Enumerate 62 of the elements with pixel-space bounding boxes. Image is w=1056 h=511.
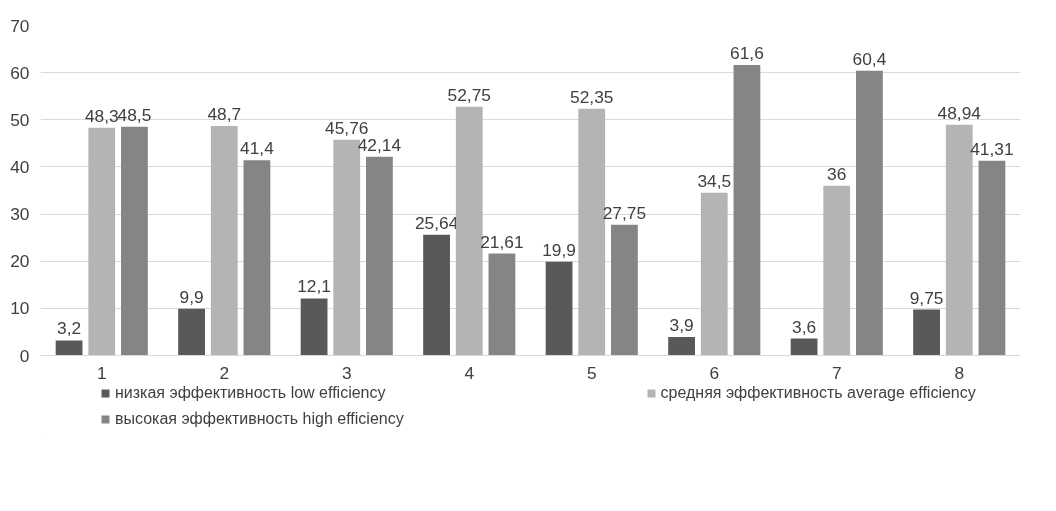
bar (700, 192, 728, 356)
data-label: 36 (827, 163, 847, 184)
y-tick-label: 70 (10, 15, 30, 36)
data-label: 48,7 (207, 103, 242, 124)
data-label: 21,61 (480, 231, 524, 252)
bar (55, 340, 83, 356)
data-label: 25,64 (414, 212, 459, 233)
legend-label: низкая эффективность low efficiency (115, 385, 386, 402)
data-label: 61,6 (730, 43, 764, 64)
bar (455, 106, 483, 356)
bar (668, 337, 695, 356)
x-tick-label: 6 (709, 362, 720, 383)
data-label: 48,3 (84, 105, 119, 126)
bar (366, 156, 393, 356)
x-tick-label: 5 (586, 362, 597, 383)
data-label: 3,6 (792, 316, 817, 337)
y-tick-label: 30 (10, 204, 30, 225)
bar (88, 127, 116, 356)
data-label: 34,5 (697, 170, 732, 191)
x-tick-label: 1 (96, 362, 107, 383)
x-tick-label: 8 (954, 362, 965, 383)
bar (611, 224, 638, 356)
bar (913, 309, 940, 356)
data-label: 41,4 (240, 138, 275, 159)
bar (856, 70, 883, 356)
bar (488, 253, 516, 356)
x-tick-label: 7 (831, 362, 842, 383)
data-label: 52,35 (570, 86, 614, 107)
data-label: 48,5 (117, 104, 152, 125)
data-label: 52,75 (447, 84, 491, 105)
y-tick-label: 20 (10, 251, 30, 272)
x-tick-label: 4 (464, 362, 475, 383)
legend-label: высокая эффективность high efficiency (115, 410, 404, 428)
data-label: 9,75 (909, 287, 944, 308)
y-tick-label: 0 (19, 345, 30, 366)
data-label: 48,94 (937, 102, 982, 123)
bar (733, 65, 761, 356)
x-tick-label: 3 (341, 362, 352, 383)
data-label: 41,31 (970, 138, 1014, 159)
data-label: 60,4 (852, 48, 887, 69)
bar (790, 338, 818, 356)
bar (978, 160, 1006, 356)
y-tick-label: 60 (10, 62, 30, 83)
data-label: 3,9 (669, 315, 694, 336)
legend-label: средняя эффективность average efficiency (660, 385, 976, 402)
data-label: 27,75 (602, 202, 647, 223)
y-tick-label: 50 (10, 109, 30, 130)
data-label: 3,2 (57, 318, 82, 339)
bar (121, 126, 148, 356)
bar (300, 298, 328, 356)
bar (423, 234, 450, 356)
x-tick-label: 2 (219, 362, 230, 383)
bar (178, 308, 205, 356)
y-tick-label: 40 (10, 156, 30, 177)
bar (243, 160, 271, 356)
data-label: 9,9 (179, 286, 204, 307)
bar (823, 185, 851, 356)
bar (545, 261, 573, 356)
bar (210, 125, 238, 356)
data-label: 19,9 (542, 239, 576, 260)
data-label: 12,1 (297, 276, 331, 297)
y-tick-label: 10 (10, 298, 30, 319)
